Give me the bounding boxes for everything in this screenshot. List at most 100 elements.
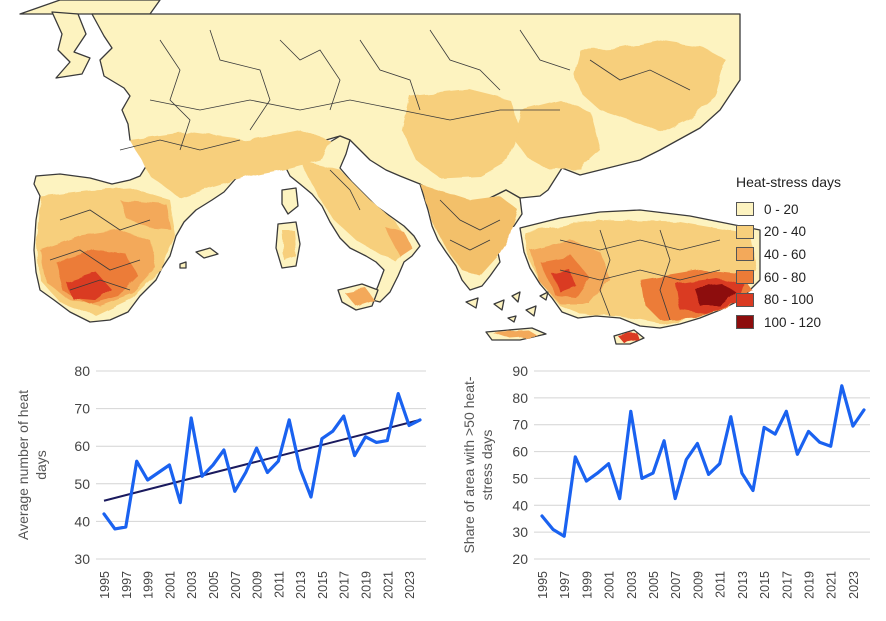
data-point	[696, 442, 699, 445]
x-tick-label: 2007	[229, 571, 243, 599]
data-point	[211, 463, 215, 467]
x-tick-label: 2021	[825, 571, 839, 599]
data-point	[353, 454, 356, 457]
data-point	[135, 460, 138, 463]
y-tick-label: 90	[512, 363, 528, 379]
y-tick-label: 30	[512, 524, 528, 540]
x-tick-label: 2003	[625, 571, 639, 599]
data-point	[551, 528, 555, 531]
x-tick-label: 2019	[802, 571, 816, 599]
data-point	[685, 458, 688, 461]
series-line	[540, 384, 866, 538]
x-tick-label: 2013	[736, 571, 750, 599]
data-point	[309, 495, 313, 499]
legend-item-100-120: 100 - 120	[736, 311, 876, 334]
data-point	[179, 501, 182, 504]
data-point	[397, 392, 400, 395]
data-point	[298, 467, 302, 470]
data-point	[662, 439, 666, 443]
data-point	[407, 424, 411, 427]
data-point	[785, 410, 788, 413]
y-tick-label: 70	[512, 417, 528, 433]
data-point	[674, 497, 677, 500]
data-point	[751, 489, 755, 492]
data-point	[829, 445, 832, 448]
corsica-land	[281, 187, 299, 215]
legend-item-20-40: 20 - 40	[736, 221, 876, 244]
legend-swatch	[736, 224, 754, 239]
data-point	[629, 410, 633, 413]
y-axis-title: Average number of heat	[15, 390, 31, 540]
data-point	[574, 455, 577, 459]
data-point	[189, 416, 193, 420]
y-tick-label: 40	[74, 513, 90, 529]
legend-swatch	[736, 202, 754, 217]
y-axis-title: stress days	[479, 430, 495, 501]
x-tick-label: 2001	[163, 571, 177, 599]
legend-item-0-20: 0 - 20	[736, 198, 876, 221]
heat-days-chart: 30 40 50 60 70 80 1995 1997 1999 2001 2003 2005 2007…	[15, 363, 426, 599]
area-share-chart: 20 30 40 50 60 70 80 90 1995 1997 1999 2001 2003 2005…	[461, 363, 870, 599]
data-point	[168, 463, 171, 467]
data-point	[773, 432, 777, 436]
x-tick-label: 1995	[98, 571, 112, 599]
y-tick-label: 60	[512, 444, 528, 460]
x-tick-label: 2009	[251, 571, 265, 599]
legend-item-40-60: 40 - 60	[736, 243, 876, 266]
data-point	[320, 437, 324, 440]
data-point	[375, 441, 378, 444]
legend-title: Heat-stress days	[736, 174, 842, 190]
data-point	[102, 512, 106, 516]
data-point	[222, 448, 226, 452]
data-point	[818, 440, 821, 444]
x-tick-label: 2005	[647, 571, 661, 599]
y-tick-label: 80	[74, 363, 90, 379]
data-point	[596, 471, 599, 475]
data-point	[640, 477, 644, 480]
legend-swatch	[736, 292, 754, 307]
data-point	[862, 408, 866, 412]
y-tick-label: 50	[512, 470, 528, 486]
heat-stress-map: Heat-stress days 0 - 20 20 - 40 40 - 60 …	[19, 0, 876, 345]
map-legend: Heat-stress days 0 - 20 20 - 40 40 - 60 …	[736, 174, 876, 334]
legend-label: 0 - 20	[764, 201, 799, 217]
x-tick-label: 2023	[847, 571, 861, 599]
data-point	[342, 414, 345, 418]
data-point	[386, 439, 389, 442]
y-axis-title: days	[33, 450, 49, 480]
x-tick-label: 2001	[603, 571, 617, 599]
data-point	[618, 497, 621, 500]
x-tick-label: 2017	[338, 571, 352, 599]
data-point	[762, 426, 766, 429]
data-point	[840, 384, 843, 387]
legend-swatch	[736, 247, 754, 262]
x-tick-label: 2009	[691, 571, 705, 599]
y-tick-label: 50	[74, 476, 90, 492]
legend-label: 40 - 60	[764, 246, 807, 262]
data-point	[266, 471, 269, 474]
x-tick-label: 2015	[316, 571, 330, 599]
map-canvas	[19, 0, 761, 345]
data-point	[851, 424, 855, 428]
x-tick-label: 1997	[120, 571, 134, 599]
data-point	[113, 527, 117, 531]
britain-land	[51, 11, 91, 79]
legend-item-80-100: 80 - 100	[736, 288, 876, 311]
data-point	[607, 462, 610, 465]
data-point	[729, 415, 732, 418]
data-point	[157, 471, 160, 474]
data-point	[200, 475, 204, 478]
legend-label: 80 - 100	[764, 292, 814, 308]
legend-label: 100 - 120	[764, 314, 822, 330]
y-tick-label: 60	[74, 438, 90, 454]
y-tick-label: 70	[74, 401, 90, 417]
data-point	[277, 460, 280, 463]
data-point	[740, 471, 744, 475]
y-tick-label: 80	[512, 390, 528, 406]
data-point	[418, 418, 422, 422]
x-tick-label: 2015	[758, 571, 772, 599]
continent-land	[33, 13, 741, 323]
legend-item-60-80: 60 - 80	[736, 266, 876, 289]
data-point	[707, 473, 710, 476]
legend-label: 20 - 40	[764, 224, 807, 240]
